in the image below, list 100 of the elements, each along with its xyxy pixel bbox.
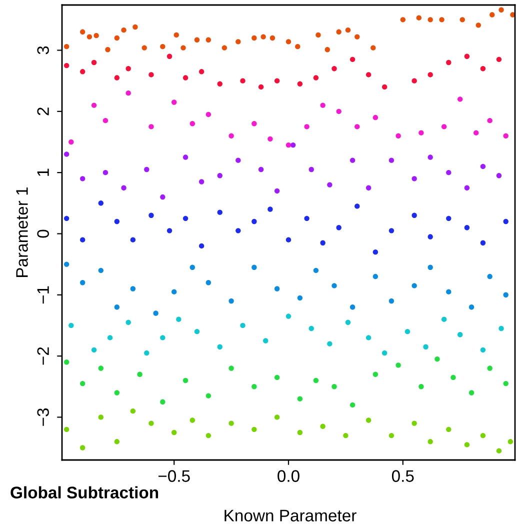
point [366,418,372,423]
point [182,216,188,222]
point [236,39,241,44]
point [64,62,70,68]
point [396,362,401,368]
point [464,442,470,448]
point [80,445,86,450]
point [308,166,314,172]
point [114,75,120,80]
point [286,237,292,242]
point [480,240,486,246]
point [388,298,394,304]
point [172,430,177,436]
point [148,212,154,218]
point [460,17,465,22]
point [332,384,337,390]
point [252,121,257,126]
point [64,44,70,50]
y-axis-title: Parameter 1 [16,187,28,277]
point [236,228,241,234]
point [412,176,417,182]
point [446,426,452,432]
point [80,280,86,286]
point [80,69,86,74]
point [313,268,319,274]
point [274,414,280,420]
point [228,420,234,426]
point [372,274,378,280]
point [114,304,120,310]
point [439,17,444,22]
point [182,154,188,160]
point [252,218,257,224]
point [153,310,158,316]
point [388,432,394,438]
point [503,292,508,298]
point [182,378,188,384]
point [441,316,447,322]
point [404,328,410,334]
point [446,60,452,66]
point [217,344,222,350]
point [206,280,212,286]
point [217,210,222,215]
point [474,130,479,136]
point [121,185,126,190]
point [268,206,273,212]
point [64,216,70,222]
point [423,344,428,350]
point [498,7,504,12]
point [166,54,172,59]
point [366,72,372,78]
point [446,170,452,176]
point [198,179,204,184]
point [263,338,268,344]
point [382,84,388,90]
point [240,322,246,328]
y-tick-label: 3 [37,46,49,54]
point [194,37,200,42]
point [428,234,433,240]
point [130,237,136,242]
point [126,320,131,325]
point [336,108,342,114]
point [258,84,264,90]
point [121,27,126,33]
point [126,66,131,72]
point [258,166,264,172]
point [114,390,120,396]
point [206,432,212,438]
point [332,283,337,288]
point [160,335,166,340]
y-tick-label: 1 [37,168,49,176]
point [148,420,154,426]
point [297,396,303,402]
point [190,121,196,126]
point [468,304,474,310]
point [91,102,97,108]
point [286,39,292,44]
point [252,384,257,390]
point [194,328,200,334]
point [297,295,303,301]
point [320,102,326,108]
point [464,225,470,230]
point [487,118,492,124]
point [308,326,314,332]
point [480,432,486,438]
point [290,142,296,148]
point [172,289,177,294]
point [217,173,222,178]
point [412,212,417,218]
x-tick-label: −0.5 [158,470,190,482]
point [428,439,433,444]
point [372,372,378,377]
point [428,17,433,22]
point [80,29,86,35]
point [354,34,360,40]
point [274,188,280,194]
point [252,35,257,41]
point [450,374,456,380]
point [98,414,104,420]
point [114,439,120,444]
point [68,139,74,145]
